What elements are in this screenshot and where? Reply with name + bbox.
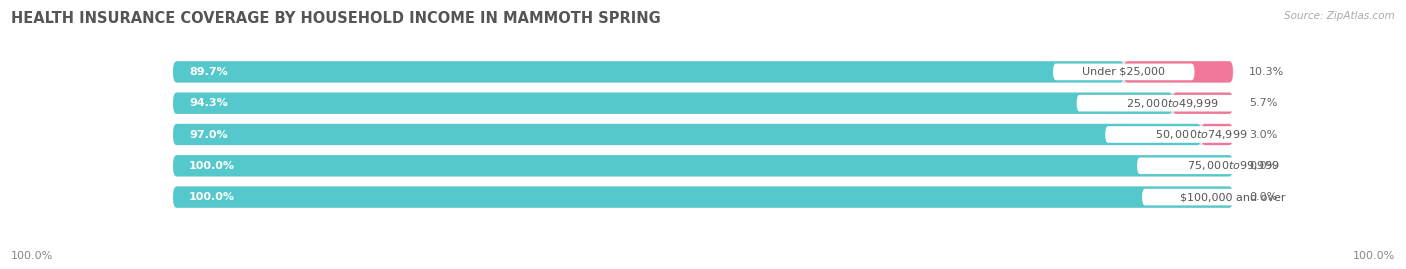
Text: 10.3%: 10.3% (1249, 67, 1284, 77)
Text: 97.0%: 97.0% (188, 129, 228, 140)
FancyBboxPatch shape (173, 186, 1233, 208)
Text: 0.0%: 0.0% (1249, 192, 1277, 202)
Text: $75,000 to $99,999: $75,000 to $99,999 (1187, 159, 1279, 172)
FancyBboxPatch shape (173, 186, 1233, 208)
Text: 94.3%: 94.3% (188, 98, 228, 108)
FancyBboxPatch shape (1142, 189, 1324, 206)
Text: 100.0%: 100.0% (11, 251, 53, 261)
FancyBboxPatch shape (1053, 63, 1195, 80)
Text: 3.0%: 3.0% (1249, 129, 1277, 140)
FancyBboxPatch shape (173, 61, 1123, 83)
Text: HEALTH INSURANCE COVERAGE BY HOUSEHOLD INCOME IN MAMMOTH SPRING: HEALTH INSURANCE COVERAGE BY HOUSEHOLD I… (11, 11, 661, 26)
FancyBboxPatch shape (1173, 93, 1233, 114)
Text: Under $25,000: Under $25,000 (1083, 67, 1166, 77)
Text: 100.0%: 100.0% (1353, 251, 1395, 261)
FancyBboxPatch shape (173, 61, 1233, 83)
Text: 5.7%: 5.7% (1249, 98, 1277, 108)
FancyBboxPatch shape (173, 155, 1233, 176)
FancyBboxPatch shape (173, 124, 1233, 145)
FancyBboxPatch shape (173, 124, 1201, 145)
Text: 100.0%: 100.0% (188, 192, 235, 202)
FancyBboxPatch shape (1137, 158, 1329, 174)
Text: 89.7%: 89.7% (188, 67, 228, 77)
Text: Source: ZipAtlas.com: Source: ZipAtlas.com (1284, 11, 1395, 21)
Text: 100.0%: 100.0% (188, 161, 235, 171)
FancyBboxPatch shape (1123, 61, 1233, 83)
Text: $25,000 to $49,999: $25,000 to $49,999 (1126, 97, 1219, 110)
FancyBboxPatch shape (173, 155, 1233, 176)
FancyBboxPatch shape (1201, 124, 1233, 145)
Text: 0.0%: 0.0% (1249, 161, 1277, 171)
FancyBboxPatch shape (1105, 126, 1298, 143)
Text: $50,000 to $74,999: $50,000 to $74,999 (1154, 128, 1247, 141)
FancyBboxPatch shape (173, 93, 1173, 114)
FancyBboxPatch shape (1077, 95, 1268, 111)
Text: $100,000 and over: $100,000 and over (1180, 192, 1285, 202)
FancyBboxPatch shape (173, 93, 1233, 114)
